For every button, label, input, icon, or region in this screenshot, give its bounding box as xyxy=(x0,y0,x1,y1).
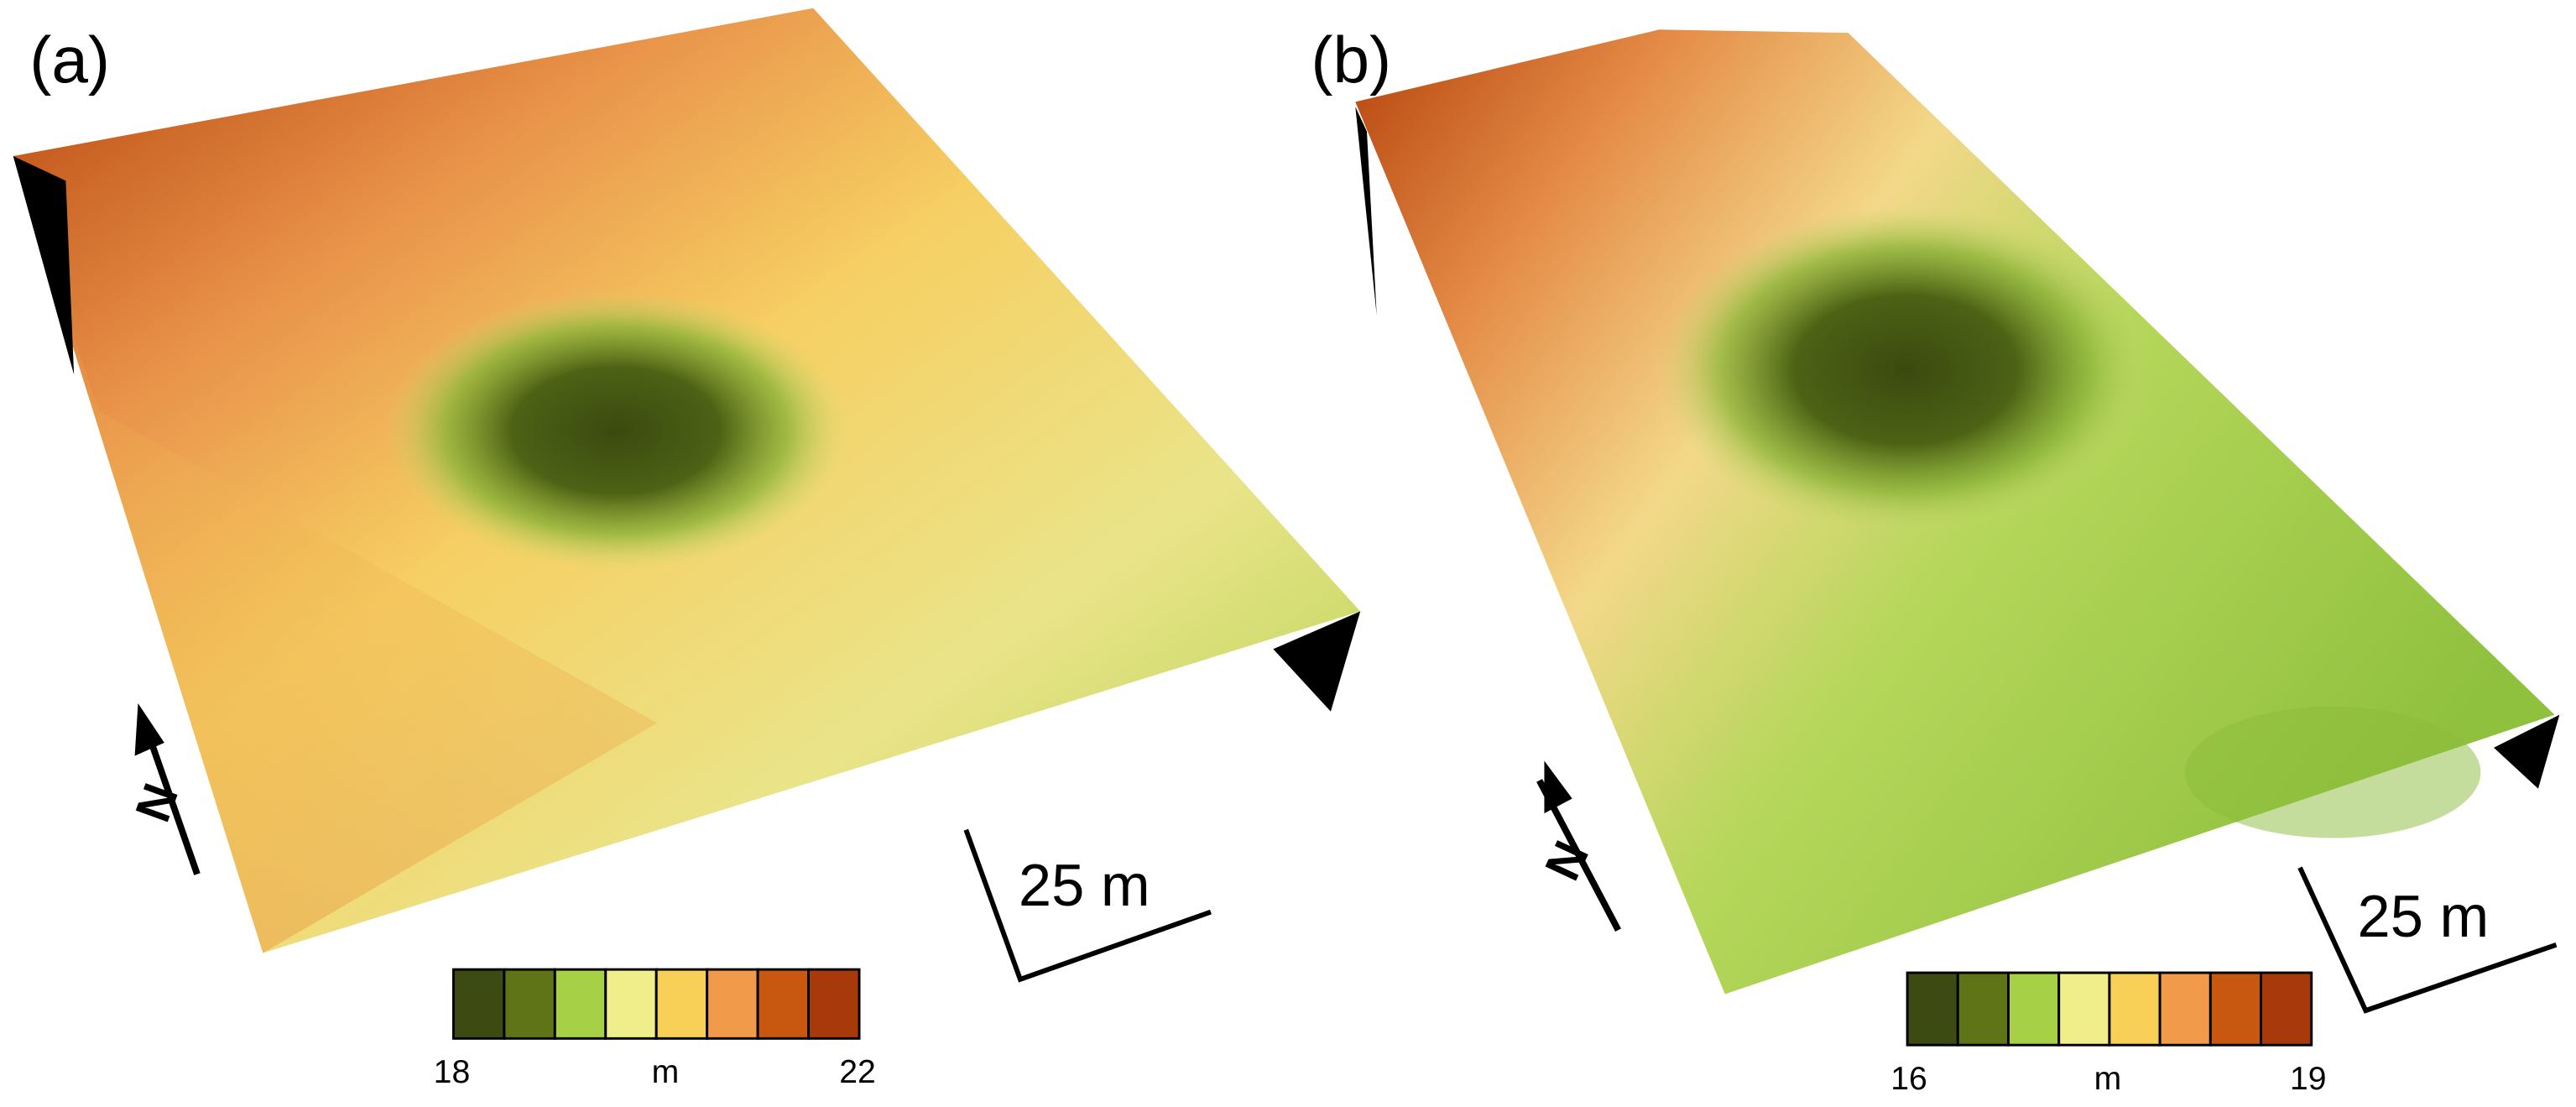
arrow-head xyxy=(134,702,164,756)
colorbar-swatch xyxy=(553,968,607,1040)
colorbar-min: 16 xyxy=(1890,1061,1927,1097)
colorbar-unit: m xyxy=(2094,1061,2122,1097)
colorbar-max: 22 xyxy=(839,1054,876,1090)
colorbar-max: 19 xyxy=(2290,1061,2327,1097)
scale-bar xyxy=(2297,866,2558,1014)
colorbar-swatch xyxy=(2108,971,2161,1047)
scale-label: 25 m xyxy=(2358,883,2490,949)
colorbar-swatch xyxy=(2057,971,2111,1047)
colorbar-swatch xyxy=(706,968,759,1040)
panel-label: (a) xyxy=(29,23,110,97)
colorbar-swatch xyxy=(2260,971,2313,1047)
side-face xyxy=(1273,611,1361,712)
colorbar-swatch xyxy=(2208,971,2263,1047)
colorbar-swatch xyxy=(1906,971,1959,1047)
colorbar-swatch xyxy=(654,968,709,1040)
terrain-patch xyxy=(2184,706,2481,838)
colorbar-swatch xyxy=(756,968,811,1040)
depression xyxy=(1659,205,2152,535)
north-label: N xyxy=(126,777,190,829)
colorbar-min: 18 xyxy=(434,1054,471,1090)
colorbar-swatch xyxy=(604,968,658,1040)
depression xyxy=(386,290,847,571)
scale-label: 25 m xyxy=(1019,852,1150,918)
colorbar-unit: m xyxy=(652,1054,680,1090)
colorbar-swatch xyxy=(503,968,556,1040)
panel-label: (b) xyxy=(1311,23,1391,97)
arrow-head xyxy=(1544,760,1572,814)
colorbar-swatch xyxy=(807,968,861,1040)
scale-bar xyxy=(963,828,1212,983)
side-face xyxy=(2494,714,2560,789)
colorbar-swatch xyxy=(2158,971,2212,1047)
side-face xyxy=(13,155,75,375)
colorbar-swatch xyxy=(451,968,506,1040)
colorbar-swatch xyxy=(2007,971,2061,1047)
terrain-shade xyxy=(13,155,658,953)
colorbar-swatch xyxy=(1956,971,2010,1047)
